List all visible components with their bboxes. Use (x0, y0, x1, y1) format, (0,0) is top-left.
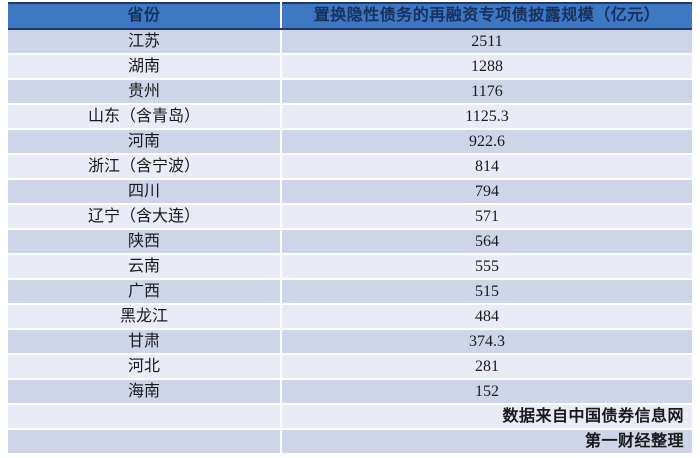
table-row: 河南 922.6 (8, 129, 692, 155)
table-row: 辽宁（含大连） 571 (8, 204, 692, 230)
value-cell: 564 (281, 229, 692, 255)
table-row: 陕西 564 (8, 229, 692, 255)
table-row: 云南 555 (8, 254, 692, 280)
province-cell: 湖南 (8, 54, 282, 80)
table-row: 广西 515 (8, 279, 692, 305)
value-cell: 1125.3 (281, 104, 692, 130)
value-cell: 922.6 (281, 129, 692, 155)
province-cell: 山东（含青岛） (8, 104, 282, 130)
value-cell: 484 (281, 304, 692, 330)
province-cell: 海南 (8, 379, 282, 405)
table-row: 湖南 1288 (8, 54, 692, 80)
table-row: 浙江（含宁波） 814 (8, 154, 692, 180)
table-row: 山东（含青岛） 1125.3 (8, 104, 692, 130)
table-row: 黑龙江 484 (8, 304, 692, 330)
value-cell: 2511 (281, 29, 692, 55)
table-row: 贵州 1176 (8, 79, 692, 105)
empty-cell (8, 429, 282, 455)
value-cell: 515 (281, 279, 692, 305)
table-header: 省份 置换隐性债务的再融资专项债披露规模（亿元） (8, 2, 692, 30)
value-cell: 374.3 (281, 329, 692, 355)
province-cell: 浙江（含宁波） (8, 154, 282, 180)
header-row: 省份 置换隐性债务的再融资专项债披露规模（亿元） (8, 2, 692, 30)
value-cell: 571 (281, 204, 692, 230)
province-cell: 辽宁（含大连） (8, 204, 282, 230)
province-cell: 云南 (8, 254, 282, 280)
debt-table: 省份 置换隐性债务的再融资专项债披露规模（亿元） 江苏 2511 湖南 1288 贵州 1… (8, 2, 692, 455)
value-cell: 814 (281, 154, 692, 180)
province-cell: 广西 (8, 279, 282, 305)
compiler-note-row: 第一财经整理 (8, 429, 692, 455)
province-cell: 贵州 (8, 79, 282, 105)
value-cell: 152 (281, 379, 692, 405)
value-cell: 281 (281, 354, 692, 380)
table-footer: 数据来自中国债券信息网 第一财经整理 (8, 404, 692, 455)
value-cell: 1176 (281, 79, 692, 105)
province-cell: 甘肃 (8, 329, 282, 355)
province-cell: 河北 (8, 354, 282, 380)
column-header-province: 省份 (8, 2, 282, 30)
table-row: 江苏 2511 (8, 29, 692, 55)
province-cell: 江苏 (8, 29, 282, 55)
value-cell: 794 (281, 179, 692, 205)
value-cell: 555 (281, 254, 692, 280)
compiler-note: 第一财经整理 (281, 429, 692, 455)
province-cell: 陕西 (8, 229, 282, 255)
table-row: 河北 281 (8, 354, 692, 380)
province-cell: 黑龙江 (8, 304, 282, 330)
province-cell: 河南 (8, 129, 282, 155)
table-row: 四川 794 (8, 179, 692, 205)
source-note: 数据来自中国债券信息网 (281, 404, 692, 430)
table-row: 甘肃 374.3 (8, 329, 692, 355)
table-row: 海南 152 (8, 379, 692, 405)
value-cell: 1288 (281, 54, 692, 80)
source-note-row: 数据来自中国债券信息网 (8, 404, 692, 430)
empty-cell (8, 404, 282, 430)
column-header-value: 置换隐性债务的再融资专项债披露规模（亿元） (281, 2, 692, 30)
table-body: 江苏 2511 湖南 1288 贵州 1176 山东（含青岛） 1125.3 河南 922.6 浙江… (8, 29, 692, 405)
province-cell: 四川 (8, 179, 282, 205)
